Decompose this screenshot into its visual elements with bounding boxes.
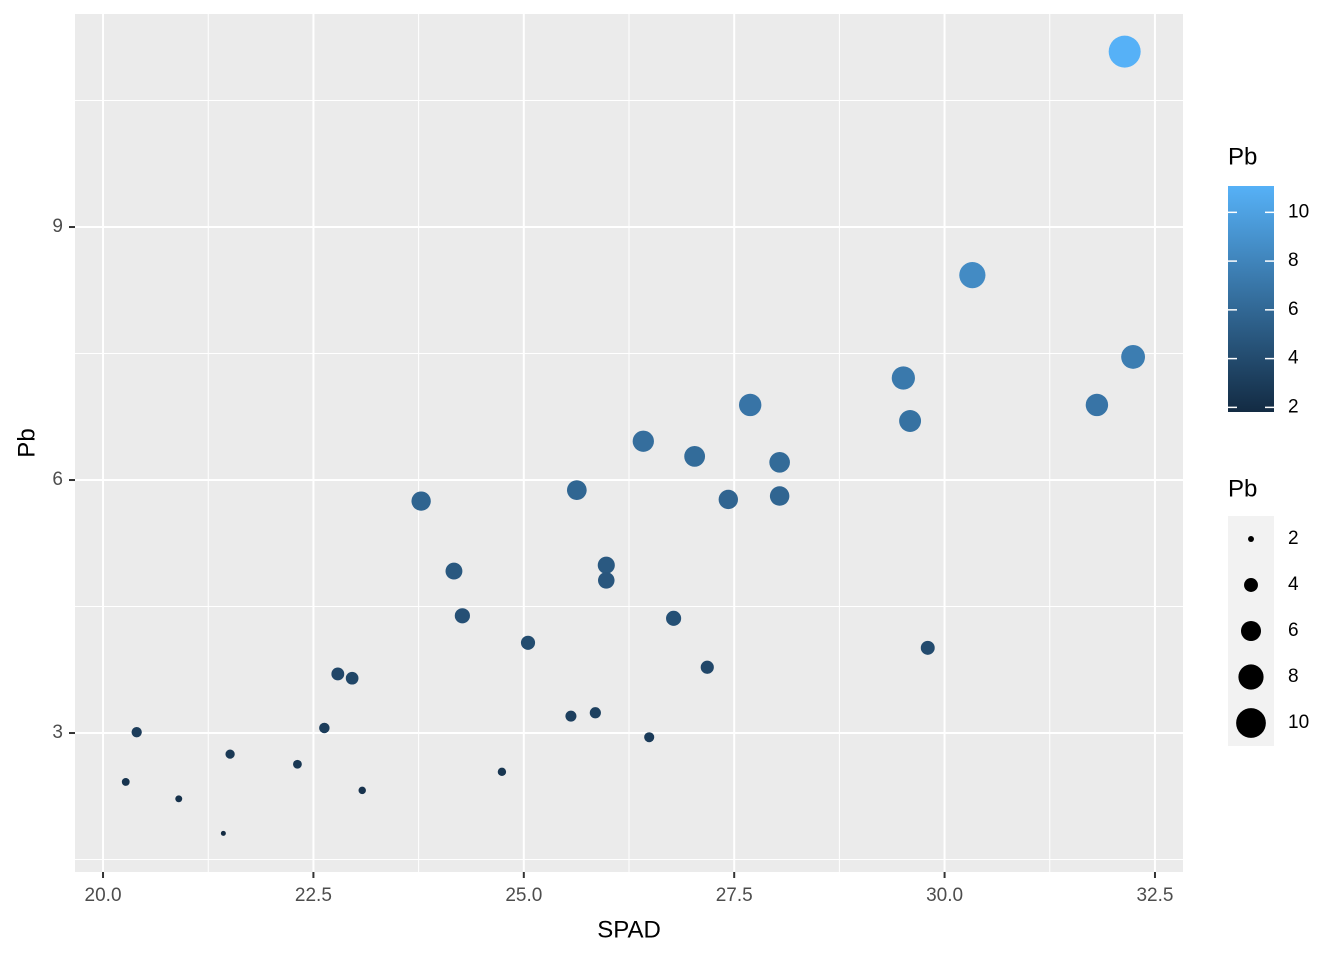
point	[700, 660, 714, 674]
x-tick-label: 25.0	[505, 885, 542, 906]
x-tick-label: 32.5	[1136, 885, 1173, 906]
color-legend-label: 4	[1288, 348, 1299, 369]
size-legend-key	[1240, 620, 1262, 642]
point	[597, 556, 615, 574]
point	[899, 410, 922, 432]
size-legend-label: 8	[1288, 666, 1299, 687]
size-legend-label: 6	[1288, 620, 1299, 641]
point	[891, 366, 915, 390]
point	[520, 635, 536, 650]
x-tick-label: 22.5	[295, 885, 332, 906]
point	[959, 261, 986, 289]
point	[718, 489, 738, 510]
y-tick-label: 9	[52, 216, 63, 237]
color-legend-label: 2	[1288, 396, 1299, 417]
y-tick-label: 3	[52, 722, 63, 743]
point	[589, 707, 601, 719]
point	[454, 608, 470, 624]
color-bar	[1228, 186, 1274, 412]
point	[445, 562, 463, 580]
point	[684, 446, 706, 467]
point	[411, 491, 431, 511]
x-axis-title: SPAD	[597, 916, 661, 943]
point	[565, 710, 577, 722]
point	[175, 795, 183, 803]
x-tick-label: 20.0	[85, 885, 122, 906]
point	[598, 572, 615, 589]
x-tick-label: 30.0	[926, 885, 963, 906]
point	[497, 767, 507, 777]
size-legend-label: 10	[1288, 712, 1309, 733]
size-legend-key	[1238, 664, 1264, 690]
color-legend-title: Pb	[1228, 143, 1257, 170]
point	[738, 393, 762, 417]
y-axis-title: Pb	[13, 428, 40, 457]
size-legend-label: 4	[1288, 574, 1299, 595]
point	[769, 452, 790, 473]
point	[345, 671, 359, 685]
point	[1121, 344, 1146, 369]
point	[1108, 35, 1141, 68]
point	[293, 759, 302, 769]
size-legend-key	[1248, 536, 1254, 542]
point	[666, 610, 682, 626]
color-legend-label: 8	[1288, 250, 1299, 271]
point	[644, 732, 655, 743]
color-legend-label: 10	[1288, 201, 1309, 222]
point	[632, 430, 654, 452]
point	[319, 722, 330, 734]
size-legend-key	[1236, 708, 1266, 738]
point	[225, 749, 235, 759]
point	[121, 778, 130, 786]
point	[131, 727, 142, 738]
size-legend-key	[1244, 578, 1258, 592]
point	[1085, 393, 1109, 417]
point	[331, 667, 345, 681]
size-legend-title: Pb	[1228, 475, 1257, 502]
point	[920, 640, 935, 655]
point	[220, 830, 226, 836]
color-legend-label: 6	[1288, 299, 1299, 320]
y-tick-label: 6	[52, 469, 63, 490]
point	[358, 786, 366, 795]
size-legend-label: 2	[1288, 528, 1299, 549]
point	[566, 480, 587, 500]
x-tick-label: 27.5	[716, 885, 753, 906]
point	[769, 486, 790, 506]
